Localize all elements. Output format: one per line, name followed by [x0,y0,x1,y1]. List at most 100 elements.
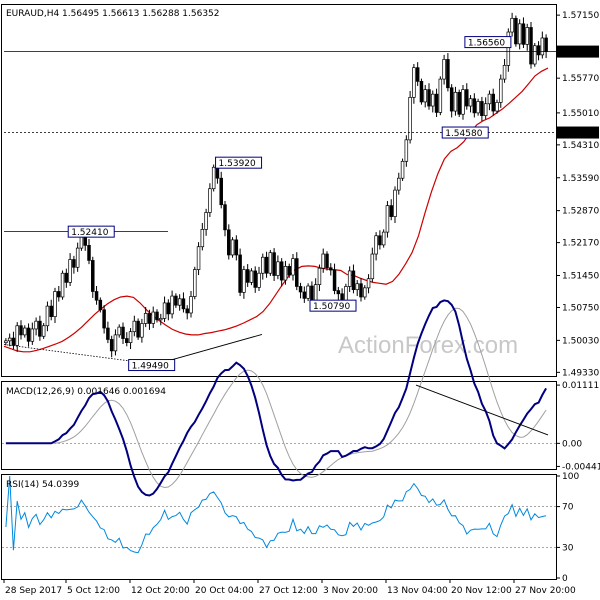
candle [321,248,325,273]
candle [415,62,420,86]
candle [514,15,518,47]
y-tick-label: 1.55010 [562,109,599,119]
candle [491,88,495,116]
current-price-tag [557,45,599,58]
candle [431,90,435,113]
candle [245,264,250,287]
candle [113,329,118,356]
y-tick-label: 1.52870 [562,207,599,217]
y-tick-label: 1.54310 [562,141,599,151]
y-tick-label: 1.52170 [562,239,599,249]
candle [121,322,125,345]
candle [34,317,38,336]
candle [347,266,352,292]
candle [408,90,412,144]
x-tick-label: 27 Nov 20:00 [515,586,576,596]
candle [253,266,257,293]
candle [385,201,390,238]
candle [412,64,416,104]
x-tick-label: 5 Oct 12:00 [67,586,120,596]
candle [351,264,356,294]
candle [196,242,201,276]
candle [227,224,231,260]
candle [457,89,461,117]
price-annotation: 1.56560 [464,36,512,49]
candle [453,86,458,116]
candle [200,222,205,251]
svg-text:1.52410: 1.52410 [71,228,108,238]
candle [283,260,288,285]
macd-tick-label: -0.004419 [562,462,600,472]
candle [98,297,103,313]
candle [177,294,182,311]
candle [189,291,193,318]
candle [476,98,480,116]
candle [87,238,91,265]
candle [68,253,72,287]
x-tick-label: 20 Nov 12:00 [451,586,512,596]
macd-label: MACD(12,26,9) 0.001646 0.001694 [6,387,166,397]
current-price-tag-text: 1.56352 [560,48,597,58]
candle [393,186,397,223]
candle [529,21,533,69]
candle [499,74,503,108]
candle [363,285,367,300]
macd-line [5,299,547,497]
candle [193,266,197,300]
y-tick-label: 1.57150 [562,11,599,21]
candle [143,307,148,328]
candle [166,299,171,321]
candle [155,309,159,323]
candle [261,253,265,280]
candle [125,332,129,347]
candle [19,320,23,340]
candle [162,296,167,323]
svg-text:1.53920: 1.53920 [219,159,256,169]
candle [91,256,95,298]
svg-text:1.56560: 1.56560 [468,39,505,49]
candle [404,135,409,167]
candle [506,28,511,72]
candle [94,286,99,305]
candle [72,255,76,274]
candle [370,247,375,283]
candle [170,290,174,319]
rsi-label: RSI(14) 54.0399 [6,480,79,490]
candle [287,263,291,278]
x-tick-label: 13 Nov 04:00 [387,586,448,596]
candle [7,333,12,347]
x-tick-label: 28 Sep 2017 [5,586,62,596]
trend-line-dotted [3,344,141,363]
candle [64,268,69,288]
candle [502,58,507,83]
candle [468,95,473,113]
candle [242,265,246,299]
candle [257,266,261,292]
candle [397,172,401,195]
candle [140,318,144,343]
candle [26,323,31,347]
level-price-tag-text: 1.54580 [560,129,597,139]
candle [487,90,492,111]
candle [219,171,223,209]
candle [389,199,393,221]
rsi-line [5,475,547,554]
candle [381,229,386,248]
candle [53,287,57,324]
macd-tick-label: 0.00 [562,439,582,449]
candle [159,313,163,326]
y-tick-label: 1.55770 [562,74,599,84]
rsi-tick-label: 0 [562,574,568,584]
price-annotation: 1.52410 [67,225,115,238]
candle [306,283,310,302]
candle [49,299,53,321]
candle [75,242,80,272]
x-tick-label: 27 Oct 12:00 [259,586,318,596]
level-price-tag [557,126,599,139]
rsi-tick-label: 100 [562,472,579,482]
candle [132,315,137,337]
candle [378,230,382,250]
y-tick-label: 1.50750 [562,303,599,313]
candle [109,335,114,358]
candle [325,251,329,271]
